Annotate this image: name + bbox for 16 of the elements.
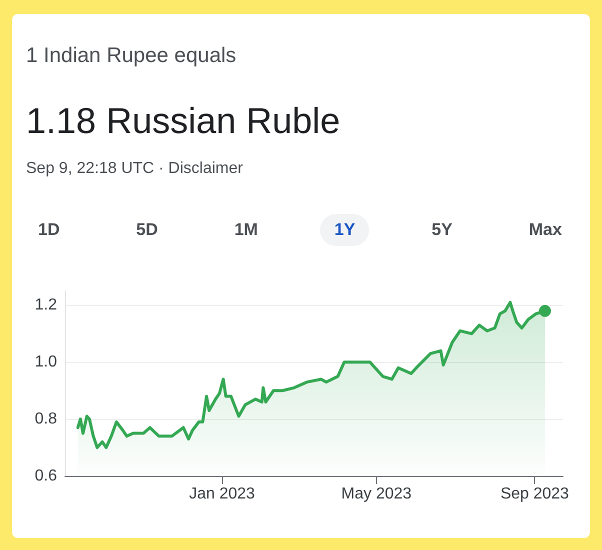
text: Sep 9, 22:18 UTC · Disclaimer xyxy=(26,160,243,178)
text: Max xyxy=(528,219,563,241)
y-tick-label: 0.6 xyxy=(34,468,58,484)
chart-subtitle: 1.18 Russian Ruble xyxy=(26,100,340,142)
y-tick-label: 0.8 xyxy=(34,410,58,428)
text: 5D xyxy=(135,219,159,241)
y-tick-label: 1.2 xyxy=(34,296,58,314)
x-tick-label: Jan 2023 xyxy=(189,486,256,502)
y-tick-label: 1.0 xyxy=(34,354,58,371)
text: 5Y xyxy=(430,219,454,241)
x-tick-label: Sep 2023 xyxy=(500,486,570,502)
text: 1D xyxy=(37,219,61,241)
x-tick-label: May 2023 xyxy=(341,486,412,502)
text: 1M xyxy=(233,219,259,241)
text: 1Y xyxy=(320,214,370,246)
chart-title: 1 Indian Rupee equals xyxy=(26,44,236,68)
